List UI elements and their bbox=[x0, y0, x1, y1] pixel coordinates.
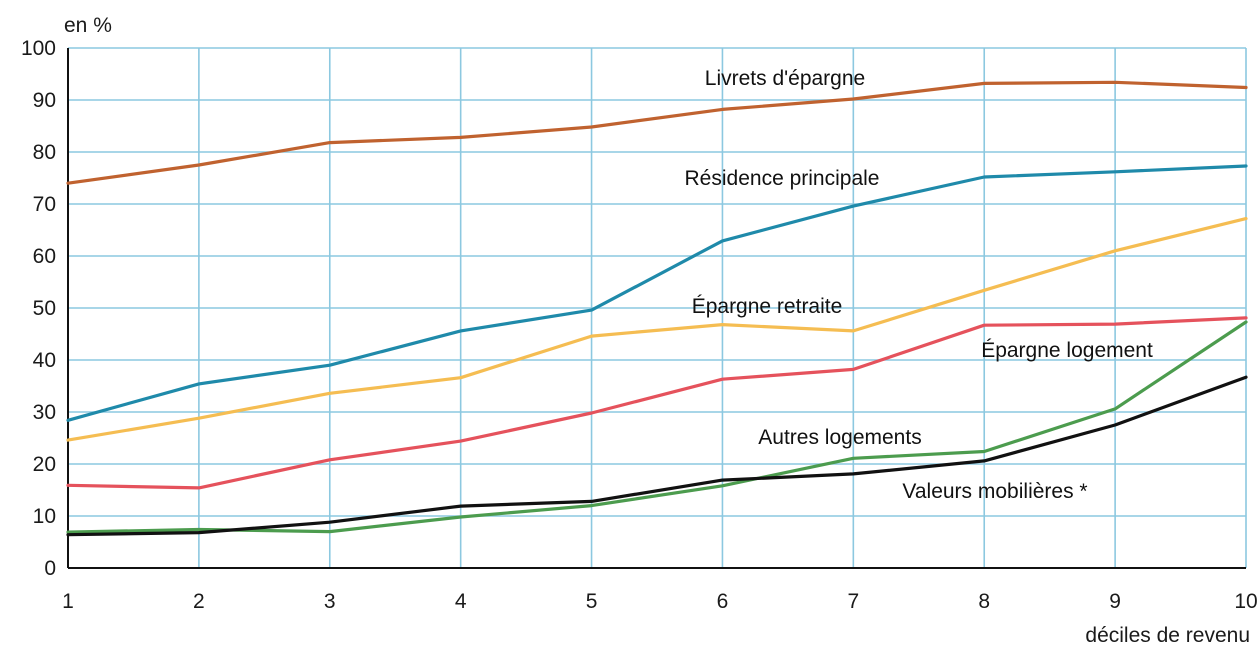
series-label-residence-principale: Résidence principale bbox=[685, 167, 880, 190]
x-tick-label-7: 7 bbox=[847, 590, 859, 613]
x-tick-label-2: 2 bbox=[193, 590, 205, 613]
y-tick-label-10: 10 bbox=[33, 505, 56, 528]
series-line-epargne-retraite bbox=[66, 217, 1248, 442]
series-line-valeurs-mobilieres bbox=[66, 375, 1248, 537]
y-tick-label-20: 20 bbox=[33, 453, 56, 476]
axes bbox=[67, 48, 1246, 569]
y-tick-label-30: 30 bbox=[33, 401, 56, 424]
y-axis-label: en % bbox=[64, 14, 112, 37]
series-label-valeurs-mobilieres: Valeurs mobilières * bbox=[902, 480, 1087, 503]
series-label-epargne-logement: Épargne logement bbox=[981, 339, 1153, 362]
series-lines bbox=[66, 80, 1248, 537]
series-label-epargne-retraite: Épargne retraite bbox=[692, 295, 843, 318]
series-line-epargne-logement bbox=[66, 316, 1248, 490]
y-tick-label-90: 90 bbox=[33, 89, 56, 112]
x-tick-label-5: 5 bbox=[586, 590, 598, 613]
x-tick-label-8: 8 bbox=[978, 590, 990, 613]
x-tick-label-4: 4 bbox=[455, 590, 467, 613]
tick-labels: 0 10 20 30 40 50 60 70 80 90 100 1 2 3 4 5 6 7 8 9 10 bbox=[21, 37, 1258, 613]
y-tick-label-60: 60 bbox=[33, 245, 56, 268]
y-tick-label-50: 50 bbox=[33, 297, 56, 320]
series-label-autres-logements: Autres logements bbox=[758, 426, 921, 449]
x-tick-label-1: 1 bbox=[62, 590, 74, 613]
y-tick-label-80: 80 bbox=[33, 141, 56, 164]
series-line-livrets-d-epargne bbox=[66, 80, 1248, 185]
x-tick-label-10: 10 bbox=[1234, 590, 1257, 613]
y-tick-label-100: 100 bbox=[21, 37, 56, 60]
x-tick-label-9: 9 bbox=[1109, 590, 1121, 613]
series-line-residence-principale bbox=[66, 164, 1248, 422]
x-axis-label: déciles de revenu bbox=[1085, 624, 1250, 647]
y-tick-label-0: 0 bbox=[44, 557, 56, 580]
y-tick-label-40: 40 bbox=[33, 349, 56, 372]
series-line-autres-logements bbox=[66, 320, 1248, 534]
series-label-livrets-epargne: Livrets d'épargne bbox=[705, 67, 865, 90]
x-tick-label-6: 6 bbox=[717, 590, 729, 613]
x-tick-label-3: 3 bbox=[324, 590, 336, 613]
y-tick-label-70: 70 bbox=[33, 193, 56, 216]
series-labels: Livrets d'épargne Résidence principale É… bbox=[685, 67, 1153, 503]
grid bbox=[68, 47, 1247, 568]
